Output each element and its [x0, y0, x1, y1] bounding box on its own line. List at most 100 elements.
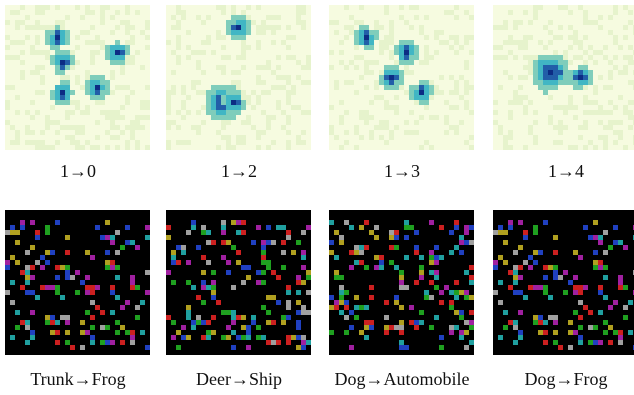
heatmap-cell [221, 55, 226, 60]
pixel-mask-cell [404, 285, 409, 290]
pixel-mask-cell [424, 295, 429, 300]
pixel-mask-cell [15, 260, 20, 265]
pixel-mask-cell [464, 240, 469, 245]
heatmap-cell [523, 55, 528, 60]
heatmap-cell [404, 120, 409, 125]
heatmap-cell [623, 145, 628, 150]
heatmap-cell [608, 75, 613, 80]
heatmap-cell [211, 105, 216, 110]
heatmap-cell [454, 130, 459, 135]
heatmap-cell [588, 75, 593, 80]
pixel-mask-cell [30, 245, 35, 250]
heatmap-cell [513, 95, 518, 100]
pixel-mask-cell [176, 330, 181, 335]
heatmap-cell [226, 145, 231, 150]
pixel-mask-cell [196, 315, 201, 320]
heatmap-cell [20, 60, 25, 65]
heatmap-cell [449, 10, 454, 15]
heatmap-cell [493, 110, 498, 115]
pixel-mask-cell [145, 270, 150, 275]
heatmap-cell [583, 95, 588, 100]
pixel-mask-cell [533, 260, 538, 265]
pixel-mask-cell [329, 305, 334, 310]
heatmap-cell [623, 25, 628, 30]
pixel-mask-cell [464, 345, 469, 350]
pixel-mask-cell [65, 270, 70, 275]
pixel-mask-cell [548, 265, 553, 270]
pixel-mask-cell [404, 255, 409, 260]
heatmap-cell [236, 140, 241, 145]
pixel-mask-cell [434, 285, 439, 290]
pixel-mask-cell [286, 305, 291, 310]
pixel-mask-cell [85, 310, 90, 315]
heatmap-cell [389, 105, 394, 110]
heatmap-cell [226, 90, 231, 95]
pixel-mask-cell [394, 265, 399, 270]
heatmap-cell [618, 130, 623, 135]
pixel-mask-cell [80, 280, 85, 285]
heatmap-cell [271, 85, 276, 90]
heatmap-cell [75, 130, 80, 135]
heatmap-cell [603, 140, 608, 145]
pixel-mask-cell [80, 345, 85, 350]
heatmap-cell [508, 50, 513, 55]
heatmap-cell [35, 20, 40, 25]
pixel-mask-cell [429, 270, 434, 275]
heatmap-cell [568, 105, 573, 110]
pixel-mask-cell [429, 250, 434, 255]
heatmap-cell [196, 15, 201, 20]
heatmap-cell [518, 40, 523, 45]
pixel-mask-cell [115, 295, 120, 300]
heatmap-cell [593, 90, 598, 95]
heatmap-cell [464, 35, 469, 40]
heatmap-cell [344, 65, 349, 70]
heatmap-cell [30, 25, 35, 30]
heatmap-cell [5, 20, 10, 25]
heatmap-cell [196, 60, 201, 65]
heatmap-cell [286, 115, 291, 120]
heatmap-cell [548, 65, 553, 70]
heatmap-cell [246, 15, 251, 20]
heatmap-cell [231, 145, 236, 150]
heatmap-cell [613, 40, 618, 45]
heatmap-cell [20, 40, 25, 45]
heatmap-cell [261, 110, 266, 115]
heatmap-cell [553, 35, 558, 40]
heatmap-cell [166, 100, 171, 105]
heatmap-cell [409, 70, 414, 75]
heatmap-cell [90, 90, 95, 95]
heatmap-cell [241, 135, 246, 140]
heatmap-cell [135, 10, 140, 15]
heatmap-cell [543, 70, 548, 75]
pixel-mask-cell [206, 230, 211, 235]
heatmap-cell [503, 55, 508, 60]
heatmap-cell [503, 40, 508, 45]
heatmap-cell [206, 35, 211, 40]
pixel-mask-cell [389, 325, 394, 330]
heatmap-cell [181, 115, 186, 120]
heatmap-cell [60, 25, 65, 30]
pixel-mask-cell [603, 320, 608, 325]
heatmap-cell [573, 115, 578, 120]
heatmap-cell [548, 55, 553, 60]
heatmap-cell [578, 80, 583, 85]
heatmap-cell [55, 45, 60, 50]
pixel-mask-cell [115, 265, 120, 270]
heatmap-cell [30, 140, 35, 145]
heatmap-cell [369, 30, 374, 35]
heatmap-cell [166, 125, 171, 130]
heatmap-cell [25, 15, 30, 20]
heatmap-cell [518, 45, 523, 50]
heatmap-cell [15, 140, 20, 145]
heatmap-cell [276, 55, 281, 60]
heatmap-cell [364, 110, 369, 115]
pixel-mask-cell [281, 265, 286, 270]
pixel-mask-cell [459, 240, 464, 245]
heatmap-cell [558, 140, 563, 145]
heatmap-cell [90, 25, 95, 30]
heatmap-cell [35, 25, 40, 30]
heatmap-cell [409, 50, 414, 55]
pixel-mask-cell [359, 305, 364, 310]
pixel-mask-cell [25, 325, 30, 330]
pixel-mask-cell [553, 320, 558, 325]
